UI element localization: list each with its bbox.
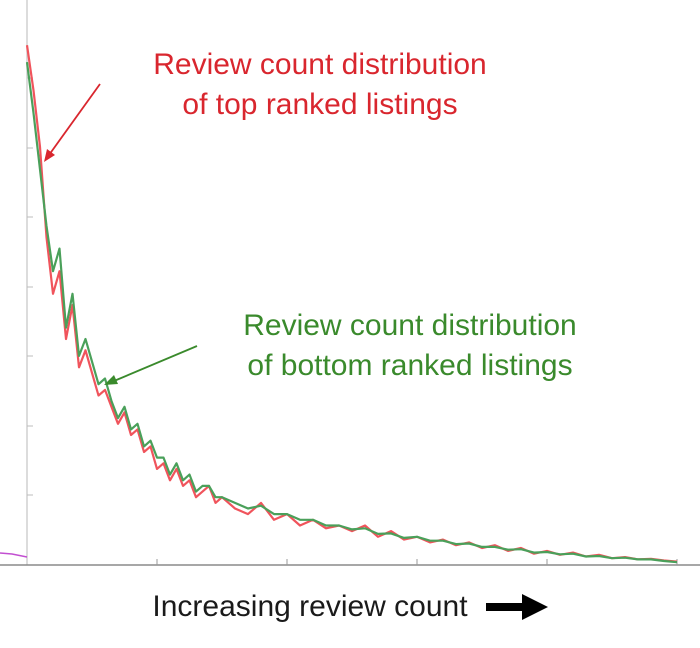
partial-series-stub <box>0 552 28 558</box>
annotation-bottom-line1: Review count distribution <box>243 309 577 342</box>
y-axis-ticks <box>27 77 33 496</box>
x-axis-label: Increasing review count <box>152 590 468 623</box>
annotation-arrow-top <box>44 83 101 162</box>
annotation-arrow-bottom <box>104 345 198 385</box>
annotation-top-line1: Review count distribution <box>153 48 487 81</box>
annotation-bottom-line2: of bottom ranked listings <box>247 349 573 382</box>
x-axis-label-row: Increasing review count <box>0 590 700 624</box>
annotation-bottom-ranked: Review count distribution of bottom rank… <box>190 306 630 386</box>
x-axis-ticks <box>156 559 678 565</box>
series-line-bottom-ranked <box>25 61 678 564</box>
arrow-right-icon <box>485 594 548 620</box>
annotation-top-line2: of top ranked listings <box>182 88 458 121</box>
annotation-top-ranked: Review count distribution of top ranked … <box>100 45 540 125</box>
